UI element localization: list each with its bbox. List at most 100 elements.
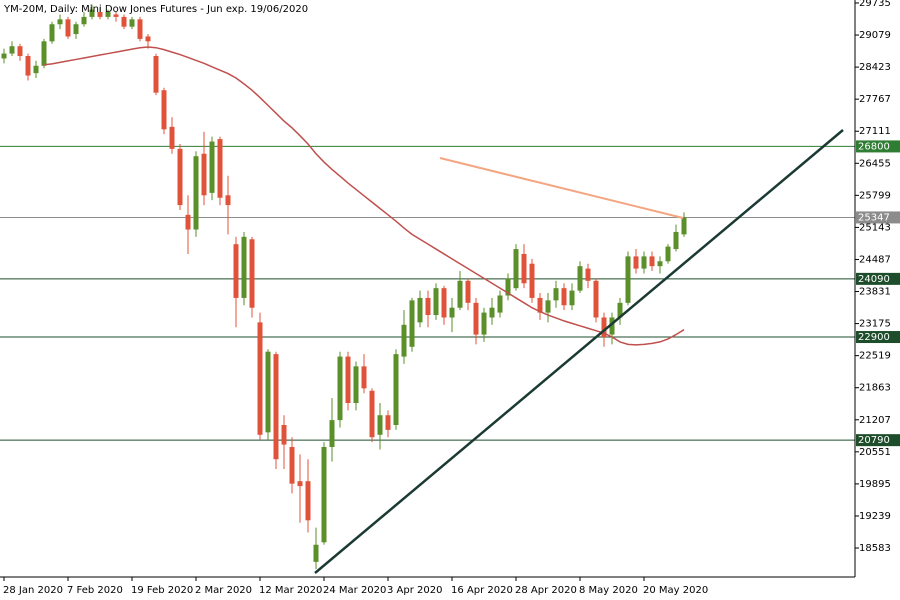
candle-body	[521, 253, 527, 284]
y-tick-label: 29735	[859, 0, 891, 9]
candle-body	[529, 263, 535, 298]
candle-body	[289, 446, 295, 484]
level-label: 24090	[858, 274, 890, 285]
candle-body	[337, 356, 343, 421]
candle-body	[617, 302, 623, 318]
candle-body	[545, 300, 551, 313]
candle-body	[569, 290, 575, 306]
candle-body	[129, 19, 135, 27]
candle-body	[273, 354, 279, 460]
candle-body	[193, 156, 199, 230]
candle-body	[137, 19, 143, 39]
candle-body	[657, 261, 663, 267]
candle-body	[625, 256, 631, 303]
candle-body	[553, 288, 559, 301]
y-tick-label: 20551	[859, 447, 891, 458]
level-label-box	[856, 434, 900, 447]
candle-body	[601, 317, 607, 338]
candle-body	[425, 297, 431, 316]
candle-body	[217, 139, 223, 198]
candle-body	[497, 295, 503, 313]
y-tick-label: 19895	[859, 479, 891, 490]
candle-body	[417, 297, 423, 323]
level-label: 26800	[858, 141, 890, 152]
candle-body	[433, 288, 439, 316]
x-tick-label: 19 Feb 2020	[131, 585, 193, 596]
candle-body	[505, 278, 511, 296]
candle-body	[257, 322, 263, 435]
candle-body	[345, 356, 351, 404]
candle-body	[681, 217, 687, 235]
y-tick-label: 18583	[859, 543, 891, 554]
candle-body	[457, 280, 463, 308]
candle-body	[369, 390, 375, 438]
candle-body	[313, 544, 319, 562]
candle-body	[185, 214, 191, 230]
candle-body	[145, 36, 151, 42]
candle-body	[9, 46, 15, 54]
y-tick-label: 25143	[859, 222, 891, 233]
x-tick-label: 20 May 2020	[643, 585, 708, 596]
candle-body	[665, 246, 671, 262]
candle-body	[593, 280, 599, 318]
candle-body	[609, 317, 615, 335]
candle-body	[321, 446, 327, 543]
level-label: 22900	[858, 332, 890, 343]
candle-body	[169, 126, 175, 149]
candle-body	[105, 12, 111, 17]
y-tick-label: 21207	[859, 415, 891, 426]
level-label-box	[856, 331, 900, 344]
candle-body	[17, 46, 23, 57]
candle-body	[297, 481, 303, 487]
candle-body	[385, 415, 391, 430]
y-tick-label: 19239	[859, 511, 891, 522]
y-tick-label: 24487	[859, 254, 891, 265]
candle-body	[225, 195, 231, 206]
x-tick-label: 28 Apr 2020	[515, 585, 577, 596]
trend-line-orange	[439, 157, 684, 219]
candle-body	[89, 9, 95, 17]
candle-body	[401, 324, 407, 357]
candle-body	[481, 312, 487, 335]
candle-body	[409, 300, 415, 347]
candle-body	[673, 231, 679, 250]
level-label: 20790	[858, 435, 890, 446]
candle-body	[577, 266, 583, 291]
candle-body	[201, 153, 207, 196]
candle-body	[65, 19, 71, 37]
candle-body	[513, 249, 519, 289]
candle-body	[441, 288, 447, 318]
candle-body	[489, 307, 495, 318]
candle-body	[537, 297, 543, 313]
y-tick-label: 23175	[859, 319, 891, 330]
candle-body	[57, 19, 63, 25]
candle-body	[233, 244, 239, 298]
y-tick-label: 27111	[859, 126, 891, 137]
y-tick-label: 29079	[859, 30, 891, 41]
candle-body	[633, 256, 639, 269]
plot-area	[0, 4, 855, 570]
x-tick-label: 8 May 2020	[579, 585, 638, 596]
candle-body	[465, 280, 471, 303]
y-tick-label: 23831	[859, 287, 891, 298]
y-tick-label: 27767	[859, 94, 891, 105]
x-tick-label: 2 Mar 2020	[195, 585, 252, 596]
y-tick-label: 21863	[859, 383, 891, 394]
candle-body	[113, 14, 119, 17]
x-tick-label: 3 Apr 2020	[387, 585, 442, 596]
y-tick-label: 26455	[859, 158, 891, 169]
y-tick-label: 25799	[859, 190, 891, 201]
candle-body	[649, 256, 655, 267]
x-tick-label: 7 Feb 2020	[67, 585, 123, 596]
candle-body	[361, 366, 367, 389]
level-label-box	[856, 272, 900, 285]
level-label-box	[856, 140, 900, 153]
candle-body	[81, 16, 87, 25]
candle-body	[153, 56, 159, 93]
y-tick-label: 28423	[859, 62, 891, 73]
x-tick-label: 12 Mar 2020	[259, 585, 322, 596]
candle-body	[473, 302, 479, 335]
candle-body	[121, 16, 127, 27]
